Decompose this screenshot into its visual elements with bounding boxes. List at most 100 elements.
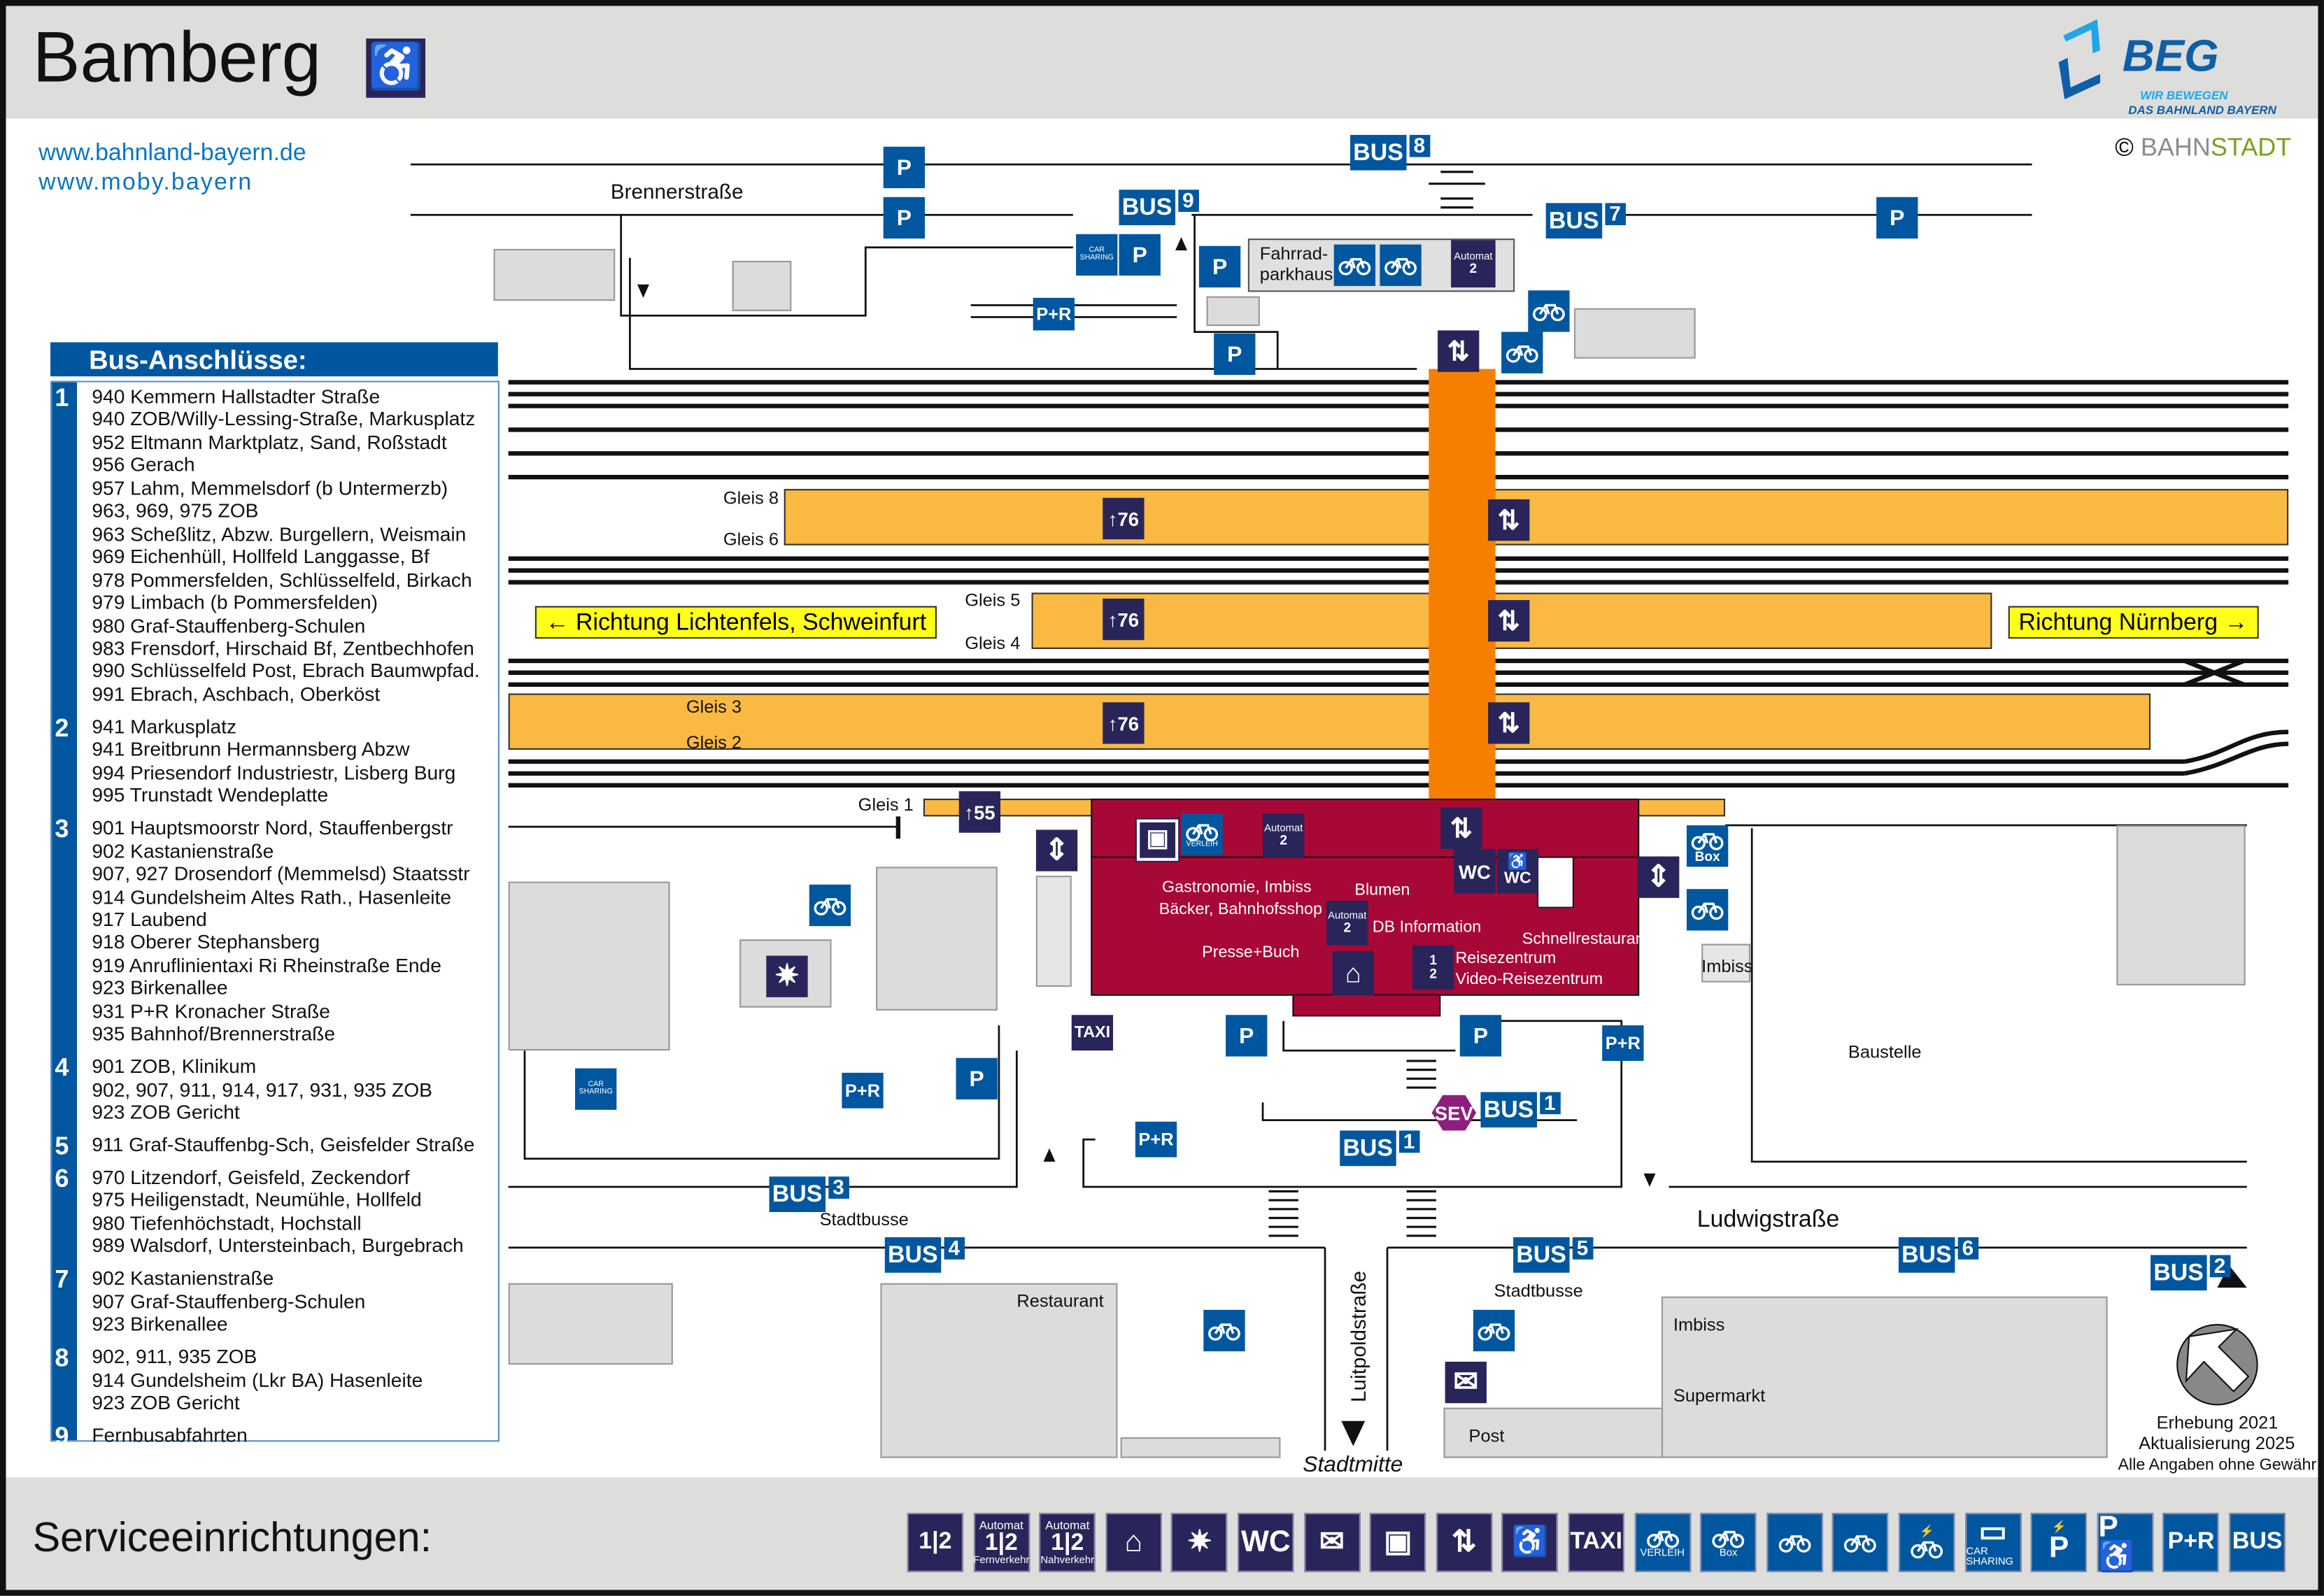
stairs-lift-icon[interactable]: ⇕ (1035, 829, 1078, 871)
bus-line: 969 Eichenhüll, Hollfeld Langgasse, Bf (92, 546, 430, 568)
bus-stop-group: 7 902 Kastanienstraße 907 Graf-Stauffenber… (52, 1267, 498, 1336)
parking-time-limited-icon[interactable]: P (883, 197, 926, 239)
bus-stop-1[interactable]: BUS 1 (1478, 1092, 1560, 1128)
bike-parking-icon[interactable] (1380, 244, 1422, 286)
bus-line: 907, 927 Drosendorf (Memmelsd) Staatsstr (92, 862, 470, 885)
ticket-machine-icon[interactable]: Automat 2 (1263, 813, 1305, 858)
bus-line: 952 Eltmann Marktplatz, Sand, Roßstadt (92, 431, 447, 454)
lift-icon[interactable]: ⇅ (1438, 330, 1480, 372)
label-gleis-3: Gleis 3 (686, 696, 742, 718)
street-luitpoldstrasse: Luitpoldstraße (1346, 1270, 1370, 1402)
building-courtyard (1536, 856, 1574, 909)
police-icon[interactable]: ✷ (766, 955, 808, 997)
luggage-locker-icon[interactable]: ▣ (1135, 818, 1180, 863)
car-sharing-icon: ▭ CAR SHARING (1964, 1513, 2021, 1572)
bus-stop-group: 5 911 Graf-Stauffenbg-Sch, Geisfelder Str… (52, 1134, 498, 1159)
parking-time-limited-icon[interactable]: P (1876, 197, 1918, 239)
building (1573, 308, 1696, 359)
bus-line: 931 P+R Kronacher Straße (92, 999, 330, 1023)
platform-sector-76-sign: ↑ 76 (1103, 702, 1145, 744)
accessible-wc-icon[interactable]: ♿ WC (1496, 848, 1539, 894)
building (508, 1283, 673, 1365)
label-gastronomy: Gastronomie, Imbiss (1161, 878, 1312, 897)
waiting-room-icon[interactable]: ⌂ (1332, 951, 1374, 996)
bus-stop-2[interactable]: BUS 2 (2148, 1255, 2230, 1291)
bus-stop-3[interactable]: BUS 3 (766, 1176, 849, 1213)
bike-parking-icon[interactable] (1528, 290, 1570, 332)
bike-parking-icon[interactable] (1203, 1309, 1245, 1352)
lift-icon[interactable]: ⇅ (1440, 807, 1482, 849)
lift-icon[interactable]: ⇅ (1488, 600, 1530, 642)
waiting-room-icon: ⌂ (1105, 1513, 1162, 1572)
services-title: Serviceeinrichtungen: (32, 1514, 432, 1560)
bus-stop-4[interactable]: BUS 4 (882, 1237, 965, 1273)
label-bakery: Bäcker, Bahnhofsshop (1159, 901, 1322, 919)
motorbike-parking-icon[interactable]: P (1459, 1015, 1502, 1057)
bike-garage-label: Fahrrad-parkhaus (1259, 243, 1333, 285)
bus-stop-group: 1 940 Kemmern Hallstadter Straße 940 ZOB/W… (52, 385, 498, 706)
bus-line: 980 Tiefenhöchstadt, Hochstall (92, 1211, 362, 1234)
car-sharing-icon[interactable]: CAR SHARING (575, 1068, 617, 1110)
lift-icon[interactable]: ⇅ (1488, 499, 1530, 541)
park-and-ride-icon[interactable]: P+R (842, 1072, 884, 1109)
bike-rental-icon[interactable]: VERLEIH (1181, 813, 1223, 855)
lift-icon[interactable]: ⇅ (1488, 702, 1530, 744)
bus-stop-9[interactable]: BUS 9 (1116, 190, 1199, 226)
car-sharing-icon[interactable]: CAR SHARING (1076, 234, 1118, 276)
e-bike-charging-icon[interactable] (1333, 244, 1376, 286)
stairs-lift-icon[interactable]: ⇕ (1638, 856, 1680, 898)
covered-bike-parking-icon[interactable] (1501, 332, 1543, 373)
bike-parking-icon[interactable] (1686, 889, 1729, 931)
bus-line: 941 Breitbrunn Hermannsberg Abzw (92, 738, 410, 761)
bus-stop-5[interactable]: BUS 5 (1510, 1237, 1593, 1273)
park-and-ride-icon[interactable]: P+R (1135, 1121, 1177, 1157)
disclaimer: Alle Angaben ohne Gewähr! (2118, 1456, 2321, 1475)
label-gleis-6: Gleis 6 (723, 529, 779, 550)
bus-line: 940 Kemmern Hallstadter Straße (92, 385, 381, 408)
park-and-ride-icon[interactable]: P+R (1602, 1025, 1644, 1061)
bus-stop-7[interactable]: BUS 7 (1543, 203, 1626, 239)
bus-stop-6[interactable]: BUS 6 (1896, 1237, 1978, 1273)
bike-box-icon[interactable]: Box (1686, 825, 1729, 867)
building (1206, 296, 1260, 327)
bus-line: 979 Limbach (b Pommersfelden) (92, 591, 378, 614)
taxi-icon: TAXI (1568, 1513, 1624, 1572)
ticket-machine-icon[interactable]: Automat 2 (1451, 240, 1496, 288)
bicycle-glyph (1778, 1535, 1811, 1553)
bus-line: 957 Lahm, Memmelsdorf (b Untermerzb) (92, 476, 448, 499)
bike-parking-icon[interactable] (1473, 1309, 1515, 1352)
wc-icon[interactable]: WC (1454, 848, 1496, 894)
ev-charging-parking-icon[interactable]: P (1119, 234, 1161, 276)
bus-line: 963, 969, 975 ZOB (92, 499, 259, 522)
parking-time-limited-icon[interactable]: P (883, 146, 926, 189)
building (508, 881, 670, 1051)
bus-line: 995 Trunstadt Wendeplatte (92, 784, 329, 806)
ticket-machine-icon[interactable]: Automat 2 (1326, 901, 1368, 946)
covered-bike-parking-icon[interactable] (809, 884, 851, 927)
taxi-icon[interactable]: TAXI (1071, 1015, 1114, 1051)
bicycle-glyph (1712, 1530, 1745, 1548)
link-moby-bayern[interactable]: www.moby.bayern (38, 170, 253, 196)
park-and-ride-icon[interactable]: P+R (1033, 297, 1075, 331)
bus-stop-group: 4 901 ZOB, Klinikum 902, 907, 911, 914, 91… (52, 1055, 498, 1124)
bicycle-glyph (1208, 1323, 1240, 1341)
label-city-buses: Stadtbusse (1494, 1280, 1583, 1302)
link-bahnland-bayern[interactable]: www.bahnland-bayern.de (38, 141, 306, 166)
bus-stop-8[interactable]: BUS 8 (1347, 134, 1430, 171)
bus-line: 917 Laubend (92, 908, 207, 931)
bus-line: 902, 911, 935 ZOB (92, 1346, 257, 1368)
bus-line: 902 Kastanienstraße (92, 839, 274, 862)
mailbox-icon[interactable]: ✉ (1445, 1361, 1487, 1404)
accessible-parking-icon[interactable]: P (956, 1057, 998, 1100)
label-city-centre: Stadtmitte (1303, 1452, 1403, 1478)
street-brennerstrasse: Brennerstraße (610, 179, 744, 204)
rail-tracks (508, 380, 2289, 788)
label-db-information: DB Information (1372, 918, 1482, 936)
bus-stop-1[interactable]: BUS 1 (1337, 1130, 1419, 1167)
motorbike-parking-icon[interactable]: P (1198, 245, 1241, 288)
accessible-parking-icon[interactable]: P (1226, 1015, 1268, 1057)
bus-line: 914 Gundelsheim (Lkr BA) Hasenleite (92, 1368, 423, 1391)
ticket-machine-icon: 1|2 (907, 1513, 964, 1572)
accessible-parking-icon[interactable]: P (1214, 333, 1256, 376)
